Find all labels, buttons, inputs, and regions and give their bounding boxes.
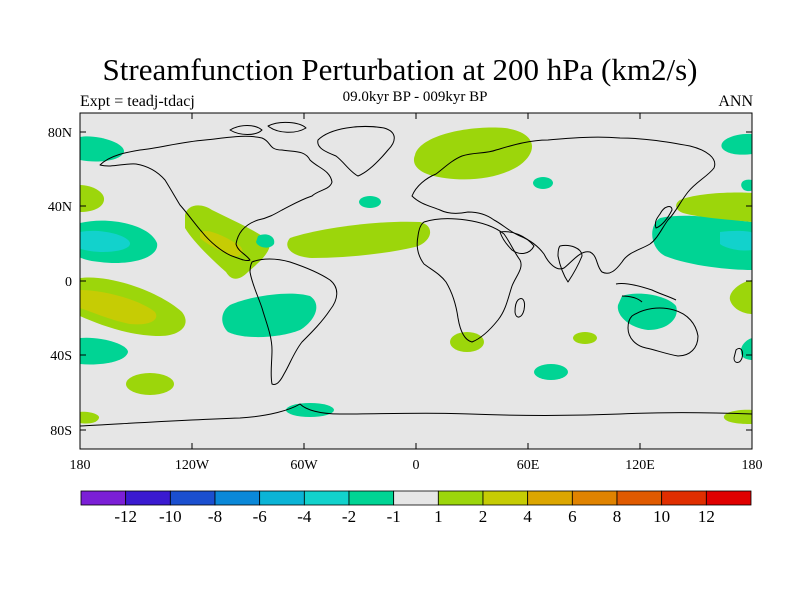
colorbar-swatch xyxy=(482,490,529,506)
contour-neg-ne xyxy=(721,133,752,155)
contour-pos-west xyxy=(80,185,105,212)
contour-neg-asia xyxy=(652,215,752,270)
colorbar-label: -12 xyxy=(114,507,137,526)
coast-greenland xyxy=(317,126,395,177)
experiment-label: Expt = teadj-tdacj xyxy=(80,93,195,110)
contour-neg-ne2 xyxy=(741,179,752,192)
y-tick-label: 0 xyxy=(65,275,72,290)
contour-neg-spot-atlantic xyxy=(359,196,381,208)
colorbar-label: 4 xyxy=(523,507,532,526)
coast-new-zealand xyxy=(733,347,743,363)
colorbar-swatch xyxy=(303,490,350,506)
colorbar-label: 1 xyxy=(434,507,443,526)
colorbar-label: 12 xyxy=(698,507,715,526)
colorbar-swatch xyxy=(661,490,707,506)
coastlines xyxy=(80,121,752,427)
x-tick-label: 180 xyxy=(70,458,91,473)
contour-pos-s-africa xyxy=(450,332,484,352)
x-tick-labels: 180 120W 60W 0 60E 120E 180 xyxy=(70,458,763,473)
colorbar-swatch xyxy=(125,490,171,506)
contour-neg-nw xyxy=(80,136,125,162)
colorbar-swatch xyxy=(616,490,663,506)
colorbar-swatch xyxy=(348,490,395,506)
colorbar-label: -4 xyxy=(297,507,312,526)
coast-japan xyxy=(654,206,673,229)
plot-title: Streamfunction Perturbation at 200 hPa (… xyxy=(102,52,698,87)
y-tick-label: 40S xyxy=(50,349,72,364)
colorbar: -12 -10 -8 -6 -4 -2 -1 1 2 4 6 8 10 12 xyxy=(80,490,752,526)
colorbar-label: -8 xyxy=(208,507,222,526)
contour-neg-caribbean xyxy=(256,234,275,248)
colorbar-swatch xyxy=(80,490,127,506)
colorbar-swatch xyxy=(571,490,618,506)
contour-pos-south-pacific-core xyxy=(80,290,157,325)
contour-pos-central-america-core xyxy=(200,230,243,257)
colorbar-swatch xyxy=(437,490,484,506)
colorbar-swatch xyxy=(214,490,261,506)
coast-australia xyxy=(627,307,699,357)
contour-neg-sw xyxy=(80,337,128,365)
contour-pos-spot-indian xyxy=(573,332,597,344)
y-tick-label: 80N xyxy=(48,126,72,141)
contour-pos-atlantic xyxy=(287,221,431,258)
contour-pos-bottom-left xyxy=(80,411,100,424)
tick-marks xyxy=(80,113,752,449)
contour-pos-se xyxy=(729,280,752,314)
coast-north-america xyxy=(99,135,333,261)
contour-neg-south-america xyxy=(222,293,317,338)
colorbar-label: 2 xyxy=(479,507,488,526)
colorbar-label: 10 xyxy=(653,507,670,526)
plot-subtitle: 09.0kyr BP - 009kyr BP xyxy=(342,89,488,105)
x-tick-label: 60W xyxy=(290,458,318,473)
map-background xyxy=(80,113,752,449)
coast-eurasia xyxy=(411,136,716,274)
colorbar-label: -6 xyxy=(253,507,267,526)
y-tick-label: 80S xyxy=(50,424,72,439)
coast-india xyxy=(557,245,583,283)
colorbar-swatch xyxy=(527,490,573,506)
x-tick-label: 120W xyxy=(175,458,210,473)
colorbar-swatch xyxy=(705,490,752,506)
colorbar-label: 8 xyxy=(613,507,622,526)
colorbar-swatch xyxy=(393,490,439,506)
contour-neg-spot-indian xyxy=(534,364,568,380)
x-tick-label: 60E xyxy=(517,458,540,473)
colorbar-label: -2 xyxy=(342,507,356,526)
coast-south-america xyxy=(249,258,338,385)
contour-pos-ne-band xyxy=(676,192,752,222)
coast-madagascar xyxy=(514,297,525,318)
period-label: ANN xyxy=(718,93,753,110)
x-tick-label: 180 xyxy=(742,458,763,473)
contour-neg-australia xyxy=(617,293,677,330)
x-tick-label: 0 xyxy=(413,458,420,473)
x-tick-label: 120E xyxy=(625,458,655,473)
contour-neg-pacific-west-core xyxy=(80,230,131,253)
coast-arctic-islands xyxy=(229,121,307,135)
colorbar-label: 6 xyxy=(568,507,577,526)
colorbar-label: -10 xyxy=(159,507,182,526)
contour-neg-asia-core xyxy=(720,230,752,251)
contour-neg-spot-asia xyxy=(533,177,553,189)
colorbar-swatch xyxy=(259,490,305,506)
coast-arabia xyxy=(499,231,535,254)
coast-antarctica xyxy=(80,403,752,427)
coast-indonesia xyxy=(615,283,677,303)
contour-pos-spot-s-pacific xyxy=(126,373,174,395)
y-tick-label: 40N xyxy=(48,200,72,215)
colorbar-label: -1 xyxy=(387,507,401,526)
colorbar-swatch xyxy=(169,490,216,506)
y-tick-labels: 80N 40N 0 40S 80S xyxy=(48,126,72,439)
